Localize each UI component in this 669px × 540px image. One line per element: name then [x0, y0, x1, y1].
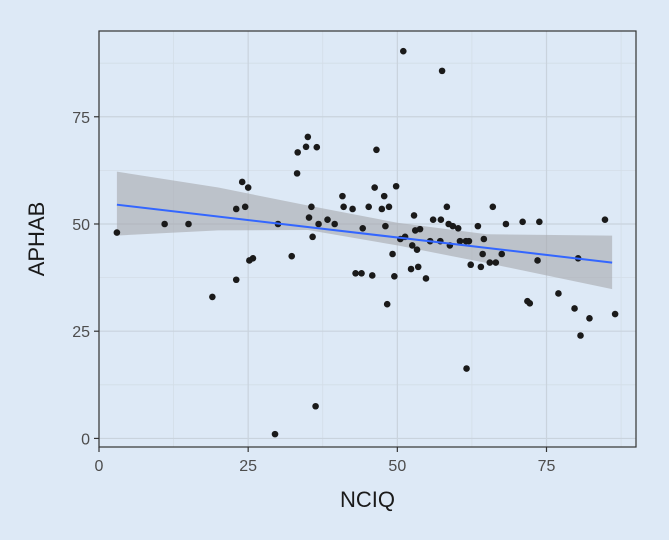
data-point — [294, 149, 301, 156]
data-point — [519, 218, 526, 226]
data-point — [489, 203, 497, 211]
data-point — [534, 257, 541, 264]
y-axis-title: APHAB — [24, 202, 49, 277]
data-point — [378, 205, 386, 213]
x-axis: 0 25 50 75 — [95, 447, 556, 475]
x-axis-title: NCIQ — [340, 487, 395, 512]
data-point — [429, 216, 437, 224]
data-point — [161, 220, 168, 228]
data-point — [238, 178, 246, 186]
data-point — [271, 430, 279, 438]
y-tick-label: 0 — [81, 431, 90, 448]
data-point — [422, 275, 430, 282]
data-point — [302, 143, 310, 151]
data-point — [571, 305, 578, 312]
plot-border — [98, 30, 637, 448]
data-point — [368, 272, 376, 279]
data-point — [244, 184, 252, 191]
data-point — [410, 212, 418, 219]
data-point — [498, 250, 506, 258]
trend-line-layer — [116, 203, 613, 264]
data-point — [331, 220, 338, 228]
data-point — [371, 184, 378, 191]
data-point — [465, 237, 473, 245]
data-point — [373, 146, 380, 154]
data-point — [555, 290, 562, 297]
data-point — [480, 235, 488, 243]
data-point — [492, 259, 500, 266]
data-point — [349, 205, 356, 213]
data-point — [577, 332, 584, 339]
data-point — [324, 216, 331, 224]
data-point — [352, 270, 359, 277]
data-point — [463, 365, 470, 372]
data-point — [340, 203, 347, 211]
data-point — [601, 216, 609, 224]
data-point — [456, 237, 464, 245]
data-point — [358, 270, 365, 277]
data-point — [312, 402, 319, 410]
data-point — [313, 143, 321, 151]
data-points — [113, 47, 619, 438]
data-point — [304, 133, 312, 141]
data-point — [380, 192, 388, 200]
data-point — [308, 203, 315, 211]
data-point — [185, 220, 192, 228]
data-point — [382, 222, 389, 230]
data-point — [365, 203, 372, 211]
data-point — [479, 250, 486, 258]
data-point — [339, 192, 346, 200]
data-point — [392, 182, 400, 190]
data-point — [502, 220, 510, 228]
data-point — [407, 265, 415, 273]
data-point — [486, 259, 494, 266]
data-point — [414, 263, 422, 271]
data-point — [438, 67, 446, 75]
data-point — [232, 205, 240, 213]
data-point — [209, 293, 216, 301]
data-point — [113, 229, 121, 236]
data-point — [232, 276, 240, 284]
data-point — [249, 254, 257, 262]
data-point — [315, 220, 322, 228]
data-point — [383, 300, 391, 308]
y-tick-label: 50 — [72, 217, 90, 234]
data-point — [454, 224, 462, 232]
x-tick-label: 50 — [388, 458, 406, 475]
data-point — [611, 310, 619, 318]
data-point — [586, 315, 593, 322]
data-point — [359, 224, 367, 232]
data-point — [416, 225, 424, 233]
data-point — [477, 263, 485, 271]
x-tick-label: 75 — [538, 458, 556, 475]
y-tick-label: 25 — [72, 324, 90, 341]
data-point — [526, 300, 534, 307]
data-point — [413, 246, 421, 254]
data-point — [385, 203, 393, 211]
data-point — [288, 252, 296, 260]
data-point — [449, 222, 457, 230]
x-tick-label: 25 — [239, 458, 257, 475]
data-point — [443, 203, 451, 211]
data-point — [437, 216, 445, 224]
data-point — [391, 273, 398, 280]
data-point — [408, 242, 416, 249]
data-point — [293, 170, 301, 177]
y-axis: 0 25 50 75 — [72, 110, 99, 448]
data-point — [474, 222, 482, 230]
data-point — [536, 218, 543, 226]
data-point — [400, 47, 407, 55]
data-point — [389, 250, 396, 258]
trend-line — [116, 203, 613, 264]
data-point — [241, 203, 249, 211]
data-point — [305, 214, 313, 221]
data-point — [467, 261, 475, 269]
y-tick-label: 75 — [72, 110, 90, 127]
x-tick-label: 0 — [95, 458, 104, 475]
data-point — [309, 233, 316, 241]
